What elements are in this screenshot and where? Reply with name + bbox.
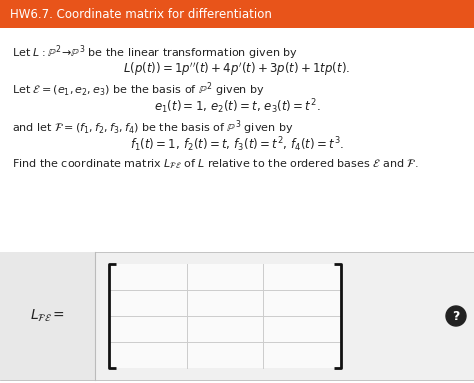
Bar: [0, 252, 474, 380]
Text: Let $L :\mathbb{P}^2\!\rightarrow\!\mathbb{P}^3$ be the linear transformation gi: Let $L :\mathbb{P}^2\!\rightarrow\!\math…: [12, 43, 298, 62]
Text: $e_1(t) = 1,\, e_2(t) = t,\, e_3(t) = t^2.$: $e_1(t) = 1,\, e_2(t) = t,\, e_3(t) = t^…: [154, 97, 320, 116]
Text: $L_{\mathcal{F}\mathcal{E}} =$: $L_{\mathcal{F}\mathcal{E}} =$: [30, 308, 65, 324]
Text: ?: ?: [452, 309, 460, 322]
Text: $f_1(t) = 1,\, f_2(t) = t,\, f_3(t) = t^2,\, f_4(t) = t^3.$: $f_1(t) = 1,\, f_2(t) = t,\, f_3(t) = t^…: [130, 135, 344, 154]
Text: Find the coordinate matrix $L_{\mathcal{F}\mathcal{E}}$ of $L$ relative to the o: Find the coordinate matrix $L_{\mathcal{…: [12, 157, 419, 171]
Bar: [110, 264, 340, 368]
Text: Let $\mathcal{E} = (e_1, e_2, e_3)$ be the basis of $\mathbb{P}^2$ given by: Let $\mathcal{E} = (e_1, e_2, e_3)$ be t…: [12, 80, 265, 98]
Bar: [0, 0, 474, 28]
Text: HW6.7. Coordinate matrix for differentiation: HW6.7. Coordinate matrix for differentia…: [10, 8, 272, 21]
Bar: [0, 252, 95, 380]
Text: $L(p(t)) = 1p''(t) + 4p'(t) + 3p(t) + 1tp(t).$: $L(p(t)) = 1p''(t) + 4p'(t) + 3p(t) + 1t…: [123, 60, 351, 77]
Circle shape: [446, 306, 466, 326]
Text: and let $\mathcal{F} = (f_1, f_2, f_3, f_4)$ be the basis of $\mathbb{P}^3$ give: and let $\mathcal{F} = (f_1, f_2, f_3, f…: [12, 118, 293, 137]
